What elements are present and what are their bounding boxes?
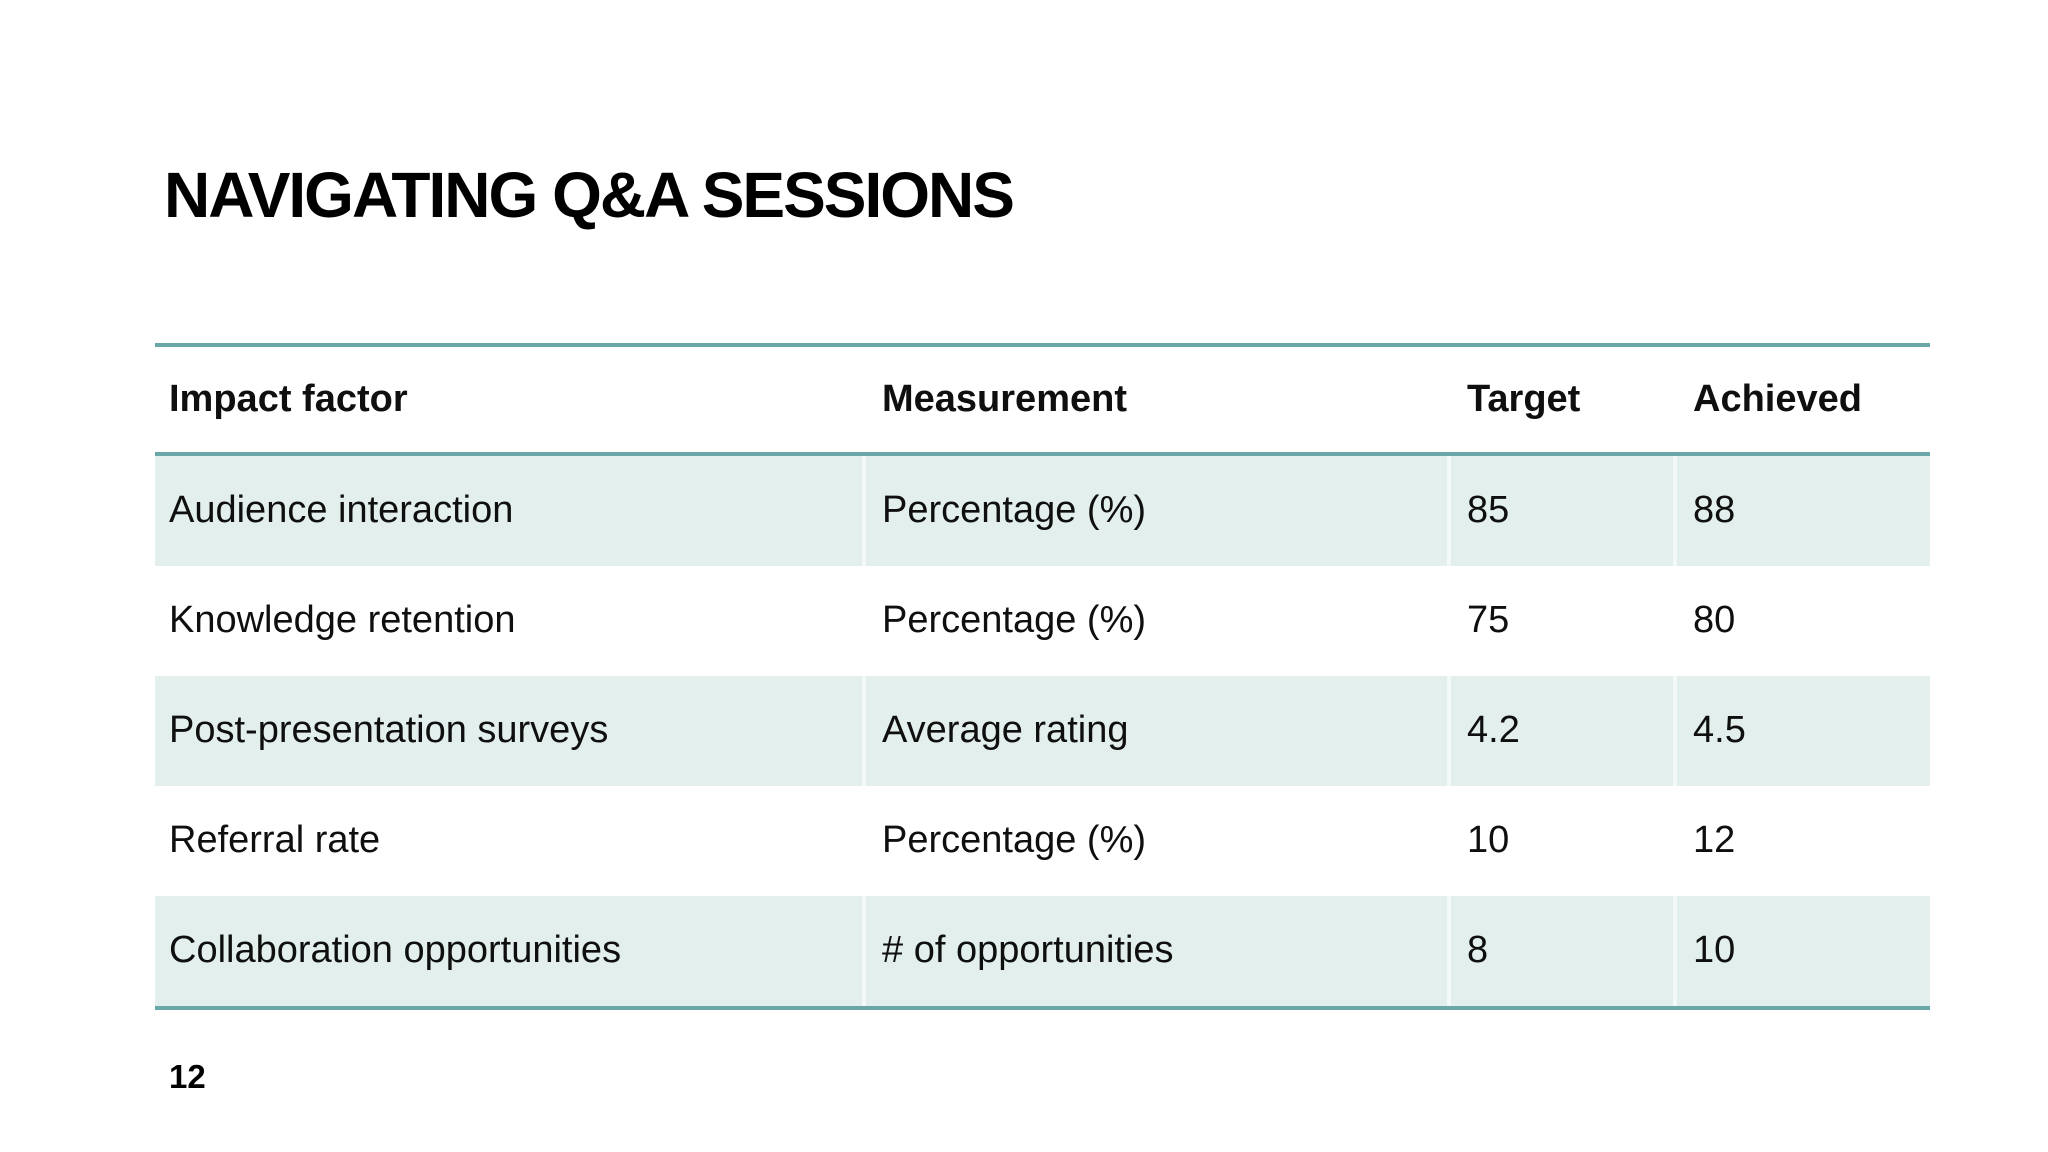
header-cell-achieved: Achieved (1673, 347, 1930, 452)
table-cell: 4.2 (1447, 676, 1673, 786)
table-cell: Audience interaction (169, 489, 514, 532)
table-row: Collaboration opportunities # of opportu… (155, 896, 1930, 1006)
page-number: 12 (169, 1058, 206, 1095)
page-title: NAVIGATING Q&A SESSIONS (164, 159, 1015, 231)
table-cell: Percentage (%) (862, 786, 1447, 896)
table-cell: 4.5 (1673, 676, 1930, 786)
metrics-table: Impact factor Measurement Target Achieve… (155, 343, 1930, 1010)
table-cell: Collaboration opportunities (169, 929, 622, 972)
table-row: Referral rate Percentage (%) 10 12 (155, 786, 1930, 896)
table-cell: 10 (1673, 896, 1930, 1006)
table-cell: 88 (1673, 456, 1930, 566)
table-cell: 80 (1673, 566, 1930, 676)
table-cell: 75 (1447, 566, 1673, 676)
table-cell: Referral rate (169, 819, 381, 862)
table-cell: Percentage (%) (862, 566, 1447, 676)
header-cell-measurement: Measurement (862, 347, 1447, 452)
table-cell: 10 (1447, 786, 1673, 896)
table-cell: Post-presentation surveys (169, 709, 609, 752)
table-row: Audience interaction Percentage (%) 85 8… (155, 456, 1930, 566)
table-cell: 8 (1447, 896, 1673, 1006)
table-cell: Percentage (%) (862, 456, 1447, 566)
table-cell: Average rating (862, 676, 1447, 786)
header-cell-impact-factor: Impact factor (169, 377, 408, 420)
table-cell: # of opportunities (862, 896, 1447, 1006)
table-row: Knowledge retention Percentage (%) 75 80 (155, 566, 1930, 676)
header-cell-target: Target (1447, 347, 1673, 452)
table-header-row: Impact factor Measurement Target Achieve… (155, 347, 1930, 456)
table-cell: Knowledge retention (169, 599, 516, 642)
table-cell: 85 (1447, 456, 1673, 566)
table-row: Post-presentation surveys Average rating… (155, 676, 1930, 786)
table-cell: 12 (1673, 786, 1930, 896)
